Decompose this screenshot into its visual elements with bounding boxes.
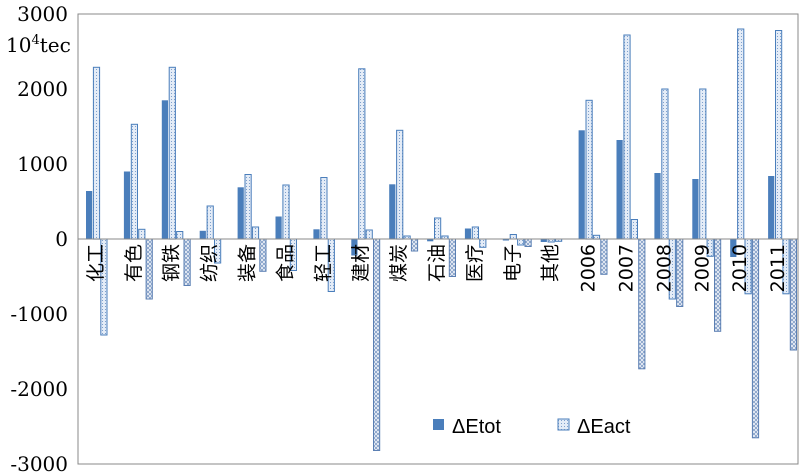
bar-series-4	[259, 238, 267, 272]
bar-eact	[320, 177, 328, 240]
bar-etot	[313, 229, 320, 240]
category-label: 2010	[729, 244, 751, 292]
bar-etot	[730, 239, 737, 257]
bar-eact	[585, 99, 593, 240]
y-axis-labels: 3000 2000 1000 0 -1000 -2000 -3000	[10, 2, 68, 472]
bar-series-4	[600, 238, 608, 275]
bar-etot	[654, 173, 661, 239]
legend: ΔEtot ΔEact	[433, 416, 631, 438]
bar-etot	[768, 176, 775, 239]
y-tick-label: 2000	[17, 77, 68, 101]
bar-etot	[427, 239, 434, 242]
category-labels: 化工 有色 钢铁 纺织 装备 食品 轻工 建材 煤炭 石油 医疗 电子 其他 2006 2007 2008 20…	[85, 244, 789, 292]
bar-eact	[92, 66, 101, 240]
bar-eact	[130, 123, 139, 240]
bar-series	[86, 28, 797, 451]
bar-etot	[161, 100, 168, 240]
bar-series-3	[630, 219, 638, 240]
bar-series-3	[365, 229, 373, 240]
y-unit-label: 104tec	[6, 33, 71, 57]
category-label: 化工	[85, 244, 107, 282]
category-label: 食品	[274, 244, 296, 282]
bar-etot	[389, 184, 396, 240]
category-label: 2011	[767, 244, 789, 292]
bar-series-4	[448, 238, 456, 277]
bar-etot	[351, 239, 358, 256]
category-label: 建材	[350, 244, 372, 282]
bar-eact	[168, 66, 176, 240]
legend-swatch-etot	[433, 419, 444, 430]
legend-swatch-eact	[557, 418, 570, 431]
y-tick-label: 0	[55, 227, 68, 251]
bar-eact	[509, 234, 517, 240]
bar-eact	[775, 30, 783, 240]
bar-eact	[282, 184, 290, 240]
bar-eact	[737, 28, 745, 240]
category-label: 其他	[540, 244, 562, 282]
bar-etot	[692, 179, 699, 239]
bar-etot	[578, 130, 585, 240]
legend-label-etot: ΔEtot	[452, 416, 501, 438]
bar-eact	[206, 205, 214, 240]
category-label: 纺织	[199, 244, 221, 282]
category-label: 煤炭	[388, 244, 410, 282]
bar-etot	[540, 239, 547, 242]
legend-label-eact: ΔEact	[577, 416, 631, 438]
bar-eact	[623, 34, 631, 240]
bar-eact	[699, 88, 707, 240]
bar-eact	[661, 88, 669, 240]
bar-series-4	[410, 238, 419, 252]
bar-eact	[244, 174, 252, 240]
y-tick-label: -1000	[10, 302, 68, 326]
category-label: 电子	[502, 244, 524, 282]
bar-etot	[464, 228, 472, 239]
category-label: 2007	[616, 244, 638, 292]
bar-series-4	[524, 238, 532, 247]
y-tick-label: 3000	[17, 2, 68, 26]
bar-series-3	[176, 231, 184, 240]
bar-series-4	[676, 238, 684, 307]
bar-etot	[123, 171, 131, 239]
category-label: 有色	[123, 244, 145, 282]
bar-etot	[275, 216, 282, 239]
category-label: 石油	[426, 244, 448, 282]
bar-series-4	[714, 238, 722, 332]
bar-eact	[471, 226, 479, 240]
bar-etot	[86, 191, 93, 239]
bar-etot	[199, 230, 206, 240]
category-label: 2009	[691, 244, 713, 292]
bar-series-4	[145, 238, 153, 300]
category-label: 轻工	[312, 244, 334, 282]
category-label: 医疗	[464, 244, 486, 282]
bar-eact	[358, 68, 366, 240]
y-tick-label: 1000	[17, 152, 68, 176]
category-label: 装备	[237, 244, 259, 282]
category-label: 2006	[578, 244, 600, 292]
bar-series-4	[373, 238, 381, 451]
bar-eact	[434, 217, 442, 240]
bar-series-4	[638, 238, 646, 370]
bar-etot	[616, 140, 623, 239]
bar-etot	[502, 239, 509, 241]
bar-series-4	[789, 238, 797, 351]
y-tick-label: -2000	[10, 377, 68, 401]
bar-etot	[237, 187, 244, 240]
bar-series-4	[751, 238, 760, 439]
category-label: 钢铁	[161, 244, 183, 282]
bar-series-3	[251, 226, 260, 240]
y-tick-label: -3000	[10, 452, 68, 472]
bar-series-3	[138, 228, 146, 240]
bar-series-4	[183, 238, 191, 286]
bar-eact	[396, 129, 404, 240]
category-label: 2008	[653, 244, 675, 292]
